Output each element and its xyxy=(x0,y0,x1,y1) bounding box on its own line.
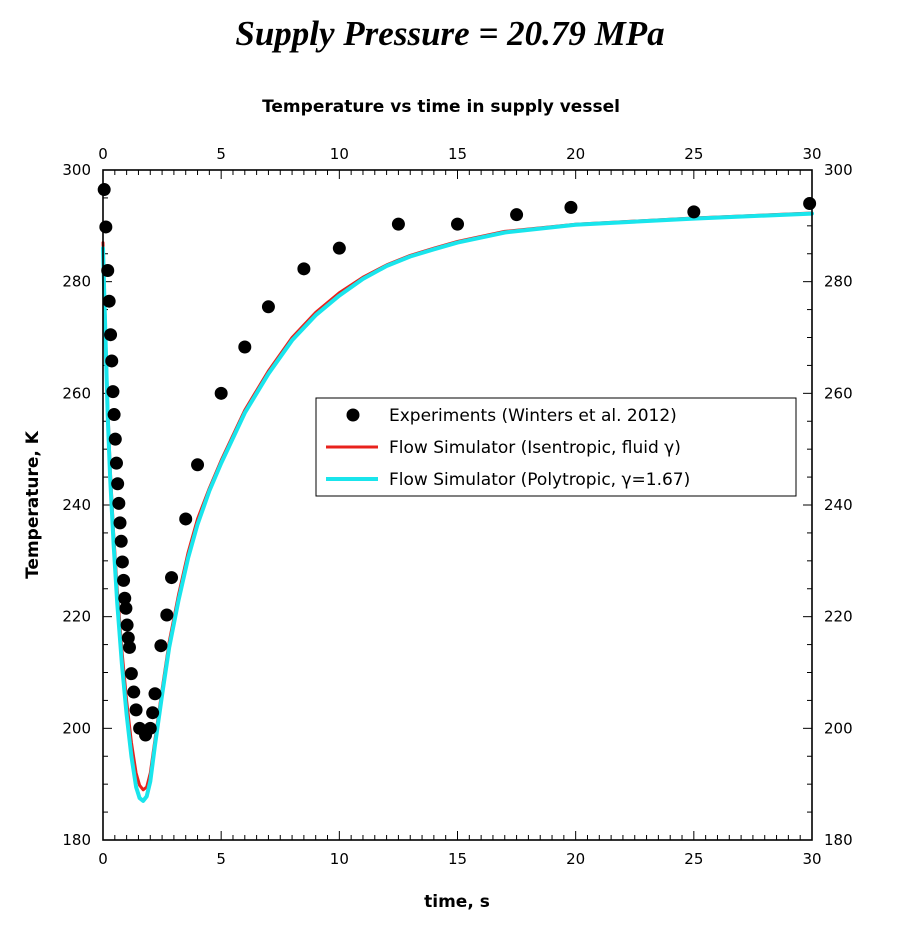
x-tick-label-top: 20 xyxy=(566,145,585,163)
legend-label-experiments: Experiments (Winters et al. 2012) xyxy=(389,406,677,426)
data-point-experiment xyxy=(99,220,113,234)
data-point-experiment xyxy=(124,667,138,681)
series-line-polytropic xyxy=(101,211,814,803)
y-tick-label-right: 260 xyxy=(824,384,853,402)
data-point-experiment xyxy=(107,408,121,422)
y-tick-label-right: 220 xyxy=(824,608,853,626)
x-tick-label-top: 30 xyxy=(802,145,821,163)
y-tick-label-left: 300 xyxy=(62,161,91,179)
page-title: Supply Pressure = 20.79 MPa xyxy=(235,14,665,53)
data-point-experiment xyxy=(261,300,275,314)
data-point-experiment xyxy=(803,197,817,210)
data-point-experiment xyxy=(118,591,132,605)
y-tick-label-left: 240 xyxy=(62,496,91,514)
y-tick-label-right: 180 xyxy=(824,831,853,849)
data-point-experiment xyxy=(108,432,122,446)
plot-area xyxy=(97,183,817,803)
y-tick-label-right: 200 xyxy=(824,719,853,737)
data-point-experiment xyxy=(127,685,141,699)
data-point-experiment xyxy=(687,205,701,219)
data-point-experiment xyxy=(112,496,126,510)
x-tick-label-top: 25 xyxy=(684,145,703,163)
data-point-experiment xyxy=(191,458,205,472)
data-point-experiment xyxy=(121,631,135,645)
legend: Experiments (Winters et al. 2012) Flow S… xyxy=(315,397,797,497)
x-tick-label-bottom: 25 xyxy=(684,850,703,868)
data-point-experiment xyxy=(238,340,252,354)
x-tick-label-bottom: 5 xyxy=(216,850,226,868)
data-point-experiment xyxy=(109,456,123,470)
data-point-experiment xyxy=(102,294,116,308)
y-tick-label-left: 220 xyxy=(62,608,91,626)
x-tick-label-top: 10 xyxy=(330,145,349,163)
data-point-experiment xyxy=(165,571,179,585)
data-point-experiment xyxy=(97,183,111,197)
x-tick-label-bottom: 0 xyxy=(98,850,108,868)
data-point-experiment xyxy=(564,200,578,214)
data-point-experiment xyxy=(391,217,405,231)
x-tick-label-top: 5 xyxy=(216,145,226,163)
data-point-experiment xyxy=(117,573,131,587)
data-point-experiment xyxy=(115,555,129,569)
y-axis-title: Temperature, K xyxy=(23,430,43,579)
data-point-experiment xyxy=(160,608,174,622)
data-point-experiment xyxy=(111,477,125,491)
data-point-experiment xyxy=(105,354,119,368)
data-point-experiment xyxy=(297,262,311,276)
data-point-experiment xyxy=(146,706,160,720)
chart-title: Temperature vs time in supply vessel xyxy=(262,97,620,117)
data-point-experiment xyxy=(179,512,193,526)
data-point-experiment xyxy=(101,264,115,277)
x-axis-title: time, s xyxy=(424,892,490,912)
y-tick-label-left: 260 xyxy=(62,384,91,402)
y-tick-label-right: 240 xyxy=(824,496,853,514)
data-point-experiment xyxy=(214,386,228,400)
legend-box xyxy=(315,397,797,497)
data-point-experiment xyxy=(148,687,162,701)
x-tick-label-top: 15 xyxy=(448,145,467,163)
y-tick-label-left: 200 xyxy=(62,719,91,737)
plot-frame xyxy=(102,169,813,841)
data-point-experiment xyxy=(510,208,524,222)
legend-label-polytropic: Flow Simulator (Polytropic, γ=1.67) xyxy=(389,470,690,490)
data-point-experiment xyxy=(113,516,127,530)
legend-marker-experiments xyxy=(346,408,360,422)
x-tick-label-bottom: 30 xyxy=(802,850,821,868)
data-point-experiment xyxy=(106,385,120,399)
legend-label-isentropic: Flow Simulator (Isentropic, fluid γ) xyxy=(389,438,681,458)
data-point-experiment xyxy=(114,534,128,548)
data-point-experiment xyxy=(120,618,134,632)
y-tick-label-left: 280 xyxy=(62,273,91,291)
x-tick-label-bottom: 10 xyxy=(330,850,349,868)
data-point-experiment xyxy=(119,601,133,615)
series-line-isentropic xyxy=(101,211,814,792)
data-point-experiment xyxy=(332,241,346,255)
y-tick-label-right: 280 xyxy=(824,273,853,291)
data-point-experiment xyxy=(451,217,464,231)
data-point-experiment xyxy=(154,639,168,653)
data-point-experiment xyxy=(104,328,118,342)
y-tick-label-right: 300 xyxy=(824,161,853,179)
x-tick-label-bottom: 15 xyxy=(448,850,467,868)
x-tick-label-top: 0 xyxy=(98,145,108,163)
data-point-experiment xyxy=(129,703,143,717)
data-point-experiment xyxy=(143,721,157,735)
data-point-experiment xyxy=(122,640,136,654)
y-tick-label-left: 180 xyxy=(62,831,91,849)
x-tick-label-bottom: 20 xyxy=(566,850,585,868)
